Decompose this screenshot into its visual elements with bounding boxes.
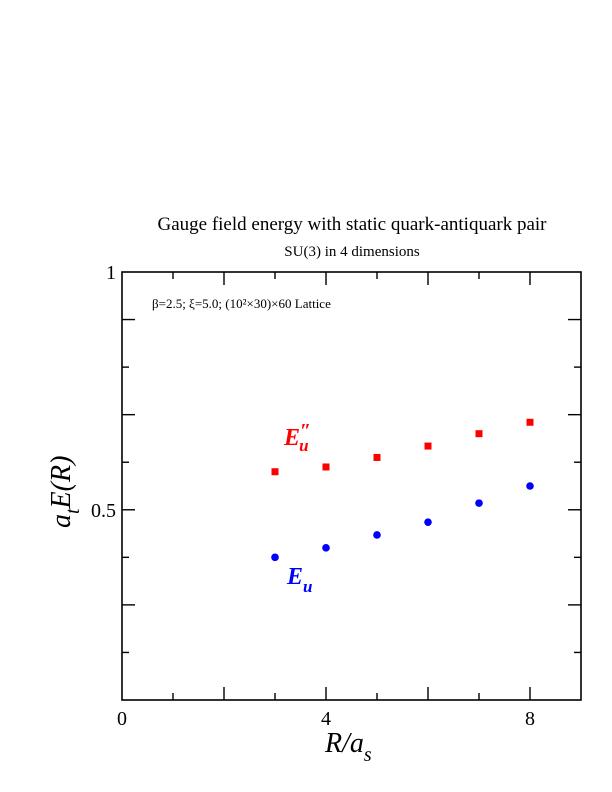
chart-annotation: β=2.5; ξ=5.0; (10²×30)×60 Lattice [152, 296, 331, 311]
series-label-e-u: Eu [286, 564, 312, 596]
data-point-series-1 [526, 482, 534, 490]
chart-subtitle: SU(3) in 4 dimensions [284, 244, 420, 260]
data-point-series-0 [373, 453, 381, 461]
series-labels: E″ u Eu [283, 420, 312, 596]
data-point-series-1 [271, 553, 279, 562]
data-point-series-1 [475, 499, 483, 507]
data-point-series-0 [424, 442, 432, 450]
data-point-series-1 [322, 544, 330, 552]
x-tick-label: 0 [117, 708, 127, 730]
y-tick-label: 1 [106, 262, 116, 284]
data-points [271, 418, 534, 562]
y-axis-label: atE(R) [46, 456, 84, 528]
x-tick-label: 8 [525, 708, 535, 730]
x-tick-label: 4 [321, 708, 331, 730]
axis-tick-labels: 0 4 8 0.5 1 [91, 262, 535, 730]
x-axis-label: R/as [324, 728, 372, 766]
data-point-series-0 [526, 418, 534, 426]
data-point-series-1 [424, 518, 432, 526]
data-point-series-0 [322, 463, 330, 471]
series-label-e-u-double-prime: E″ u [283, 420, 311, 455]
data-point-series-0 [475, 430, 483, 438]
data-point-series-0 [271, 468, 279, 476]
chart-title: Gauge field energy with static quark-ant… [157, 214, 547, 235]
y-tick-label: 0.5 [91, 500, 116, 522]
data-point-series-1 [373, 531, 381, 539]
axis-ticks [122, 272, 581, 700]
plot-frame [121, 271, 582, 701]
